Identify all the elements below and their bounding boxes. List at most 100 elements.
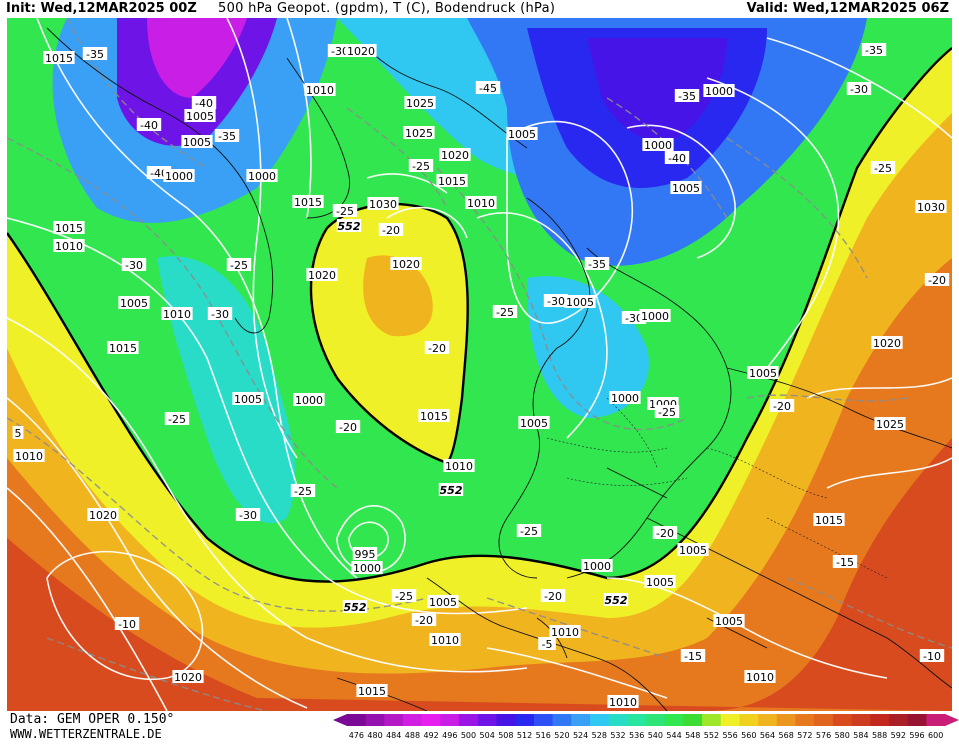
- temperature-label: -30: [121, 258, 147, 272]
- label-bg: [518, 416, 550, 429]
- label-text: -30: [211, 308, 229, 321]
- colorbar-tick-label: 568: [779, 731, 794, 740]
- label-bg: [549, 625, 581, 638]
- label-text: 1000: [248, 170, 276, 183]
- label-text: 1010: [163, 308, 191, 321]
- colorbar-tick-label: 548: [685, 731, 700, 740]
- label-bg: [436, 174, 468, 187]
- isobars: [7, 18, 952, 711]
- temperature-label: -5: [538, 637, 556, 651]
- label-text: 1015: [45, 52, 73, 65]
- temperature-label: -35: [214, 129, 240, 143]
- label-bg: [335, 420, 361, 433]
- pressure-label: 1005: [747, 366, 779, 380]
- label-text: -40: [668, 152, 686, 165]
- colorbar-swatch: [832, 714, 853, 726]
- pressure-label: 5: [12, 426, 24, 440]
- label-text: 1000: [295, 394, 323, 407]
- label-bg: [292, 195, 324, 208]
- label-text: 1000: [583, 560, 611, 573]
- label-text: -35: [588, 258, 606, 271]
- label-text: 1010: [306, 84, 334, 97]
- temperature-label: -20: [378, 223, 404, 237]
- temperature-label: -20: [540, 589, 566, 603]
- label-text: 1010: [467, 197, 495, 210]
- colorbar-tick-label: 556: [722, 731, 737, 740]
- label-text: -25: [230, 259, 248, 272]
- color-scale-legend: 476 480 484 488 492 496 500 504 508 512 516 520 524 5…: [333, 713, 959, 741]
- pressure-label: 1015: [292, 195, 324, 209]
- label-bg: [670, 181, 702, 194]
- colorbar-swatch: [533, 714, 554, 726]
- isohypse-552-label: 552: [603, 593, 629, 607]
- temperature-label: -10: [114, 617, 140, 631]
- label-bg: [163, 169, 195, 182]
- colorbar-swatch: [814, 714, 834, 726]
- label-bg: [874, 417, 906, 430]
- temperature-label: -35: [674, 89, 700, 103]
- label-bg: [609, 391, 641, 404]
- warm-band-gold: [7, 113, 952, 711]
- label-text: 1020: [308, 269, 336, 282]
- pressure-label: 1015: [53, 221, 85, 235]
- label-bg: [184, 109, 216, 122]
- colorbar-tick-label: 564: [760, 731, 775, 740]
- map-footer: Data: GEM OPER 0.150° WWW.WETTERZENTRALE…: [0, 711, 959, 741]
- label-bg: [924, 273, 950, 286]
- pressure-label: 1005: [181, 135, 213, 149]
- temperature-label: -25: [516, 524, 542, 538]
- pressure-label: 1010: [607, 695, 639, 709]
- pressure-label: 1010: [161, 307, 193, 321]
- colorbar-tick-label: 520: [554, 731, 569, 740]
- cold-trough-europe: [527, 276, 649, 418]
- colorbar-swatch: [683, 714, 703, 726]
- temperature-label: -25: [654, 405, 680, 419]
- temperature-label: -25: [164, 412, 190, 426]
- label-bg: [516, 524, 542, 537]
- colorbar-swatch: [907, 714, 927, 726]
- temperature-label: -25: [492, 305, 518, 319]
- label-bg: [306, 268, 338, 281]
- pressure-label: 1020: [439, 148, 471, 162]
- label-bg: [235, 508, 261, 521]
- label-text: 1010: [15, 450, 43, 463]
- label-bg: [87, 508, 119, 521]
- pressure-label: 1000: [163, 169, 195, 183]
- label-text: 1000: [165, 170, 193, 183]
- isohypse-552-ridge: [309, 202, 469, 465]
- temperature-label: -30: [207, 307, 233, 321]
- label-bg: [540, 589, 566, 602]
- label-bg: [652, 526, 678, 539]
- pressure-label: 1025: [403, 126, 435, 140]
- label-bg: [164, 412, 190, 425]
- colorbar-swatch: [384, 714, 404, 726]
- label-text: -25: [294, 485, 312, 498]
- label-text: -20: [656, 527, 674, 540]
- label-text: -45: [479, 82, 497, 95]
- colorbar-tick-label: 588: [872, 731, 887, 740]
- colorbar-tick-label: 504: [480, 731, 495, 740]
- label-bg: [390, 257, 422, 270]
- pressure-label: 1020: [390, 257, 422, 271]
- label-text: -25: [336, 205, 354, 218]
- label-bg: [465, 196, 497, 209]
- pressure-label: 1020: [345, 44, 377, 58]
- label-text: -20: [928, 274, 946, 287]
- label-text: 1025: [405, 127, 433, 140]
- pressure-label: 1000: [351, 561, 383, 575]
- label-bg: [607, 695, 639, 708]
- colorbar-swatch: [627, 714, 647, 726]
- label-bg: [118, 296, 150, 309]
- label-bg: [411, 613, 437, 626]
- label-bg: [345, 44, 377, 57]
- colorbar-swatch: [739, 714, 759, 726]
- label-text: 1005: [429, 596, 457, 609]
- colorbar-swatch: [888, 714, 909, 726]
- label-bg: [172, 670, 204, 683]
- label-bg: [408, 159, 434, 172]
- colorbar-swatch: [926, 714, 946, 726]
- colorbar-swatch: [571, 714, 591, 726]
- label-text: -25: [395, 590, 413, 603]
- label-bg: [642, 138, 674, 151]
